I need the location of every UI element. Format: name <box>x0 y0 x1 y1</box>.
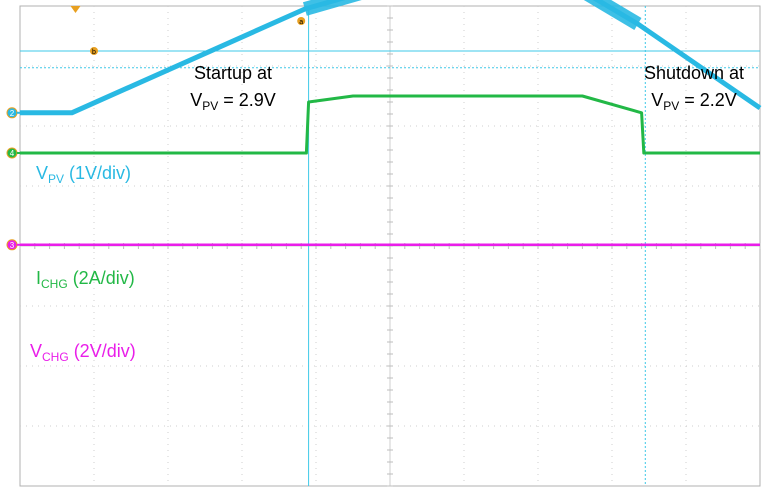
channel-markers: 2 4 3 a b <box>6 6 306 251</box>
channel-marker-label-vpv: 2 <box>10 109 15 118</box>
vchg-sym: V <box>30 341 42 361</box>
ichg-scale: (2A/div) <box>68 268 135 288</box>
series-label-vchg: VCHG (2V/div) <box>30 341 136 364</box>
shutdown-annotation-line2: VPV = 2.2V <box>651 90 737 113</box>
series-label-ichg: ICHG (2A/div) <box>36 268 135 291</box>
startup-sub: PV <box>202 99 218 113</box>
trace-ichg <box>20 94 760 155</box>
cursor-marker-b-label: b <box>92 49 96 56</box>
trace-vpv-ripple-band <box>302 0 642 31</box>
cursor-marker-b <box>90 47 98 55</box>
channel-marker-label-ichg: 4 <box>10 149 15 158</box>
shutdown-sub: PV <box>663 99 679 113</box>
shutdown-annotation-line1: Shutdown at <box>644 63 744 83</box>
cursor-marker-a <box>297 17 306 25</box>
vpv-sym: V <box>36 163 48 183</box>
ichg-sym: I <box>36 268 41 288</box>
startup-rest: = 2.9V <box>218 90 276 110</box>
startup-annotation-line1: Startup at <box>194 63 272 83</box>
series-label-vpv: VPV (1V/div) <box>36 163 131 186</box>
cursor-marker-a-label: a <box>299 19 303 26</box>
trigger-position-icon <box>70 6 81 13</box>
startup-annotation-line2: VPV = 2.9V <box>190 90 276 113</box>
ichg-sub: CHG <box>41 277 68 291</box>
vchg-scale: (2V/div) <box>69 341 136 361</box>
vchg-sub: CHG <box>42 350 69 364</box>
shutdown-sym: V <box>651 90 663 110</box>
traces <box>20 0 762 247</box>
channel-marker-label-vchg: 3 <box>10 241 15 250</box>
shutdown-rest: = 2.2V <box>679 90 737 110</box>
startup-sym: V <box>190 90 202 110</box>
vpv-scale: (1V/div) <box>64 163 131 183</box>
vpv-sub: PV <box>48 172 64 186</box>
